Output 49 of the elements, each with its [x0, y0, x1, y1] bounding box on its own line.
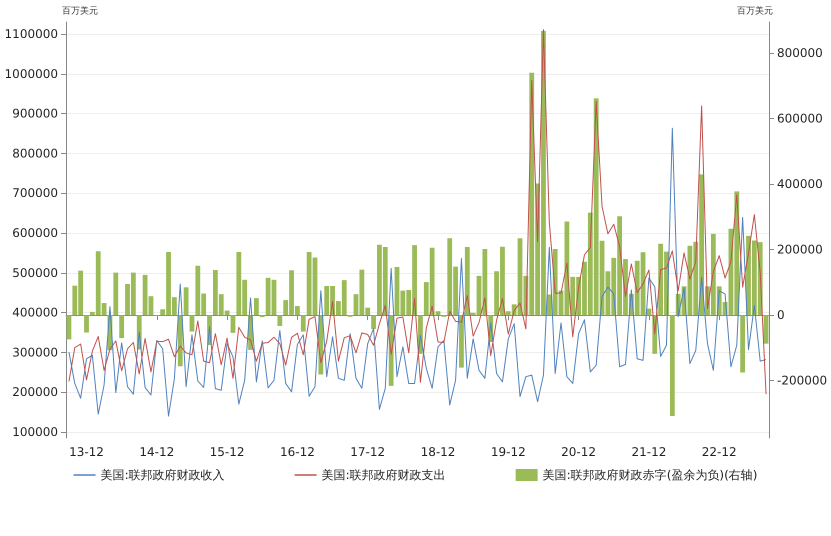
x-tick-label: 17-12 [350, 445, 386, 459]
x-tick-label: 22-12 [702, 445, 737, 459]
legend-label: 美国:联邦政府财政收入 [100, 468, 225, 482]
y-tick-label: 1000000 [4, 66, 58, 81]
y-tick-label: 600000 [12, 226, 58, 240]
bar [113, 272, 118, 316]
bar [740, 315, 746, 372]
y2-tick-label: 400000 [777, 177, 823, 192]
y-tick-label: 300000 [12, 345, 58, 360]
legend-label: 美国:联邦政府财政支出 [322, 468, 446, 482]
y2-tick-label: 0 [777, 308, 785, 322]
bar [184, 287, 188, 316]
line-series [68, 128, 767, 417]
y2-tick-label: 200000 [777, 242, 823, 257]
x-tick-label: 18-12 [420, 445, 456, 459]
y-tick-label: 500000 [12, 266, 58, 280]
y-tick-label: 400000 [12, 306, 58, 320]
bar [190, 315, 194, 332]
x-tick-label: 20-12 [561, 445, 596, 459]
x-tick-label: 13-12 [69, 445, 104, 459]
line-series [68, 29, 767, 395]
bar [84, 315, 89, 333]
y2-tick-label: 600000 [777, 112, 823, 126]
bar [66, 315, 72, 340]
y-tick-label: 800000 [12, 146, 58, 160]
y-tick-label: 900000 [12, 106, 58, 121]
bar [230, 315, 236, 333]
bar [371, 315, 376, 329]
bar [459, 315, 464, 368]
legend-label: 美国:联邦政府财政赤字(盈余为负)(右轴) [542, 468, 758, 482]
bar [254, 298, 259, 316]
x-tick-label: 15-12 [210, 445, 245, 459]
x-tick-label: 14-12 [139, 445, 174, 459]
y-tick-label: 700000 [12, 186, 58, 200]
x-tick-label: 19-12 [490, 445, 526, 459]
x-tick-label: 21-12 [631, 445, 666, 459]
bar [670, 315, 675, 416]
y-tick-label: 200000 [12, 385, 58, 400]
y-tick-label: 100000 [12, 425, 58, 440]
y-axis-title: 百万美元 [62, 6, 98, 16]
bar [119, 315, 124, 338]
y2-axis-title: 百万美元 [737, 6, 773, 16]
bar [764, 315, 768, 344]
bar [277, 315, 282, 326]
bar [300, 315, 306, 332]
y2-tick-label: 800000 [777, 46, 823, 60]
y2-tick-label: -200000 [777, 374, 828, 388]
x-tick-label: 16-12 [280, 445, 315, 459]
y-tick-label: 1100000 [4, 26, 58, 41]
